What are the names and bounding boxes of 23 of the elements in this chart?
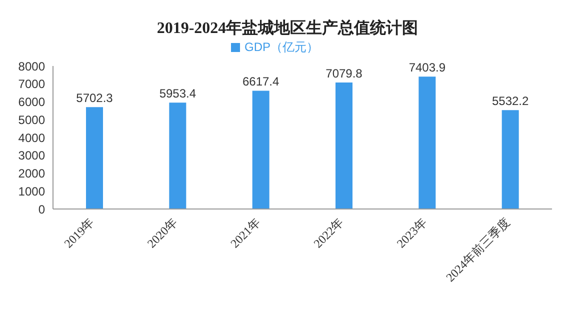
chart-title: 2019-2024年盐城地区生产总值统计图 — [156, 18, 420, 39]
data-label: 7403.9 — [408, 60, 446, 75]
y-tick-label: 1000 — [18, 184, 46, 198]
y-tick-label: 4000 — [18, 130, 46, 145]
data-label: 5953.4 — [159, 86, 196, 101]
bar — [169, 102, 186, 209]
data-label: 5532.2 — [492, 94, 530, 108]
bar — [252, 90, 270, 209]
data-label: 6617.4 — [242, 74, 280, 89]
data-label: 7079.8 — [326, 66, 363, 80]
y-tick-label: 6000 — [18, 95, 46, 110]
y-tick-label: 5000 — [18, 112, 46, 127]
bar — [336, 82, 352, 209]
legend-label: GDP（亿元） — [244, 40, 318, 54]
bar — [86, 107, 103, 209]
y-tick-label: 7000 — [18, 77, 46, 92]
data-label: 5702.3 — [76, 91, 114, 106]
y-tick-label: 2000 — [18, 166, 46, 181]
y-tick-label: 3000 — [18, 148, 46, 163]
y-tick-label: 0 — [38, 202, 46, 216]
bar — [418, 76, 436, 209]
y-tick-label: 8000 — [18, 59, 46, 74]
bar — [502, 110, 519, 209]
